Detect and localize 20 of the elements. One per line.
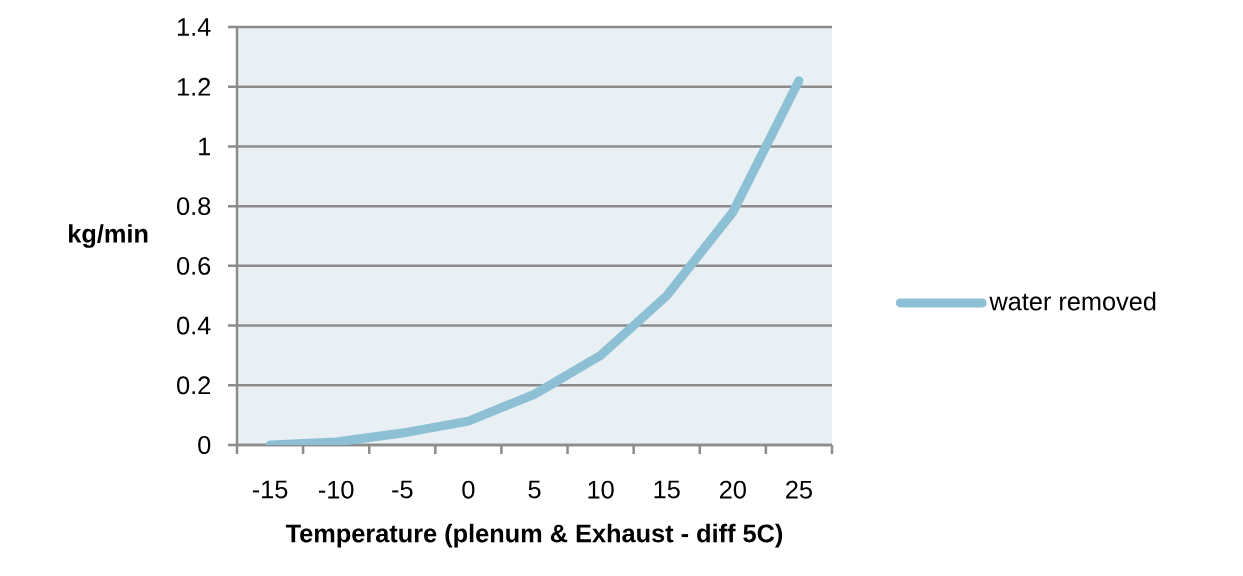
y-axis-title: kg/min bbox=[69, 224, 148, 248]
x-tick-label: 15 bbox=[654, 480, 680, 499]
y-tick-label: 0 bbox=[198, 436, 211, 454]
x-tick-label: -15 bbox=[252, 480, 288, 499]
x-tick-label: -10 bbox=[318, 480, 354, 499]
x-axis-title: Temperature (plenum & Exhaust - diff 5C) bbox=[285, 523, 783, 548]
x-tick-label: -5 bbox=[392, 480, 413, 499]
x-tick-label: 25 bbox=[786, 480, 812, 499]
y-tick-label: 0.2 bbox=[177, 376, 211, 395]
x-tick-label: 5 bbox=[528, 480, 541, 499]
y-tick-label: 0.4 bbox=[177, 316, 211, 335]
y-tick-label: 0.8 bbox=[177, 197, 211, 216]
y-tick-label: 0.6 bbox=[177, 256, 211, 275]
x-tick-label: 20 bbox=[720, 480, 746, 499]
x-tick-label: 0 bbox=[462, 480, 475, 499]
x-tick-label: 10 bbox=[588, 480, 614, 499]
y-tick-label: 1.4 bbox=[178, 18, 211, 36]
legend-label: water removed bbox=[989, 291, 1156, 311]
y-tick-label: 1.2 bbox=[178, 77, 211, 96]
y-tick-label: 1 bbox=[199, 137, 211, 156]
